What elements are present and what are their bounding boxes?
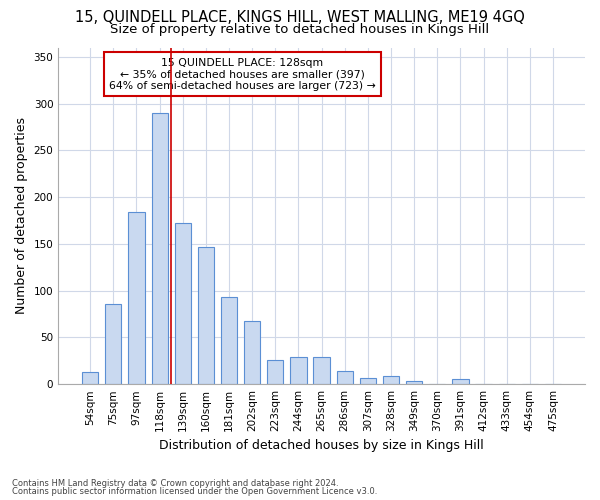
Bar (267, 360, 283, 384)
Text: 15, QUINDELL PLACE, KINGS HILL, WEST MALLING, ME19 4GQ: 15, QUINDELL PLACE, KINGS HILL, WEST MAL… (75, 10, 525, 25)
Bar (175, 224, 191, 384)
Bar (452, 378, 469, 384)
Bar (337, 371, 353, 384)
Bar (128, 212, 145, 384)
Bar (198, 246, 214, 384)
Bar (221, 297, 237, 384)
Bar (360, 378, 376, 384)
Bar (82, 372, 98, 384)
Text: Contains HM Land Registry data © Crown copyright and database right 2024.: Contains HM Land Registry data © Crown c… (12, 478, 338, 488)
Text: Size of property relative to detached houses in Kings Hill: Size of property relative to detached ho… (110, 22, 490, 36)
Bar (406, 382, 422, 384)
Text: Contains public sector information licensed under the Open Government Licence v3: Contains public sector information licen… (12, 487, 377, 496)
Bar (152, 113, 168, 384)
Bar (313, 357, 329, 384)
Bar (383, 376, 399, 384)
Y-axis label: Number of detached properties: Number of detached properties (15, 118, 28, 314)
Bar (244, 320, 260, 384)
Bar (105, 304, 121, 384)
X-axis label: Distribution of detached houses by size in Kings Hill: Distribution of detached houses by size … (159, 440, 484, 452)
Bar (290, 357, 307, 384)
Text: 15 QUINDELL PLACE: 128sqm
← 35% of detached houses are smaller (397)
64% of semi: 15 QUINDELL PLACE: 128sqm ← 35% of detac… (109, 58, 376, 91)
